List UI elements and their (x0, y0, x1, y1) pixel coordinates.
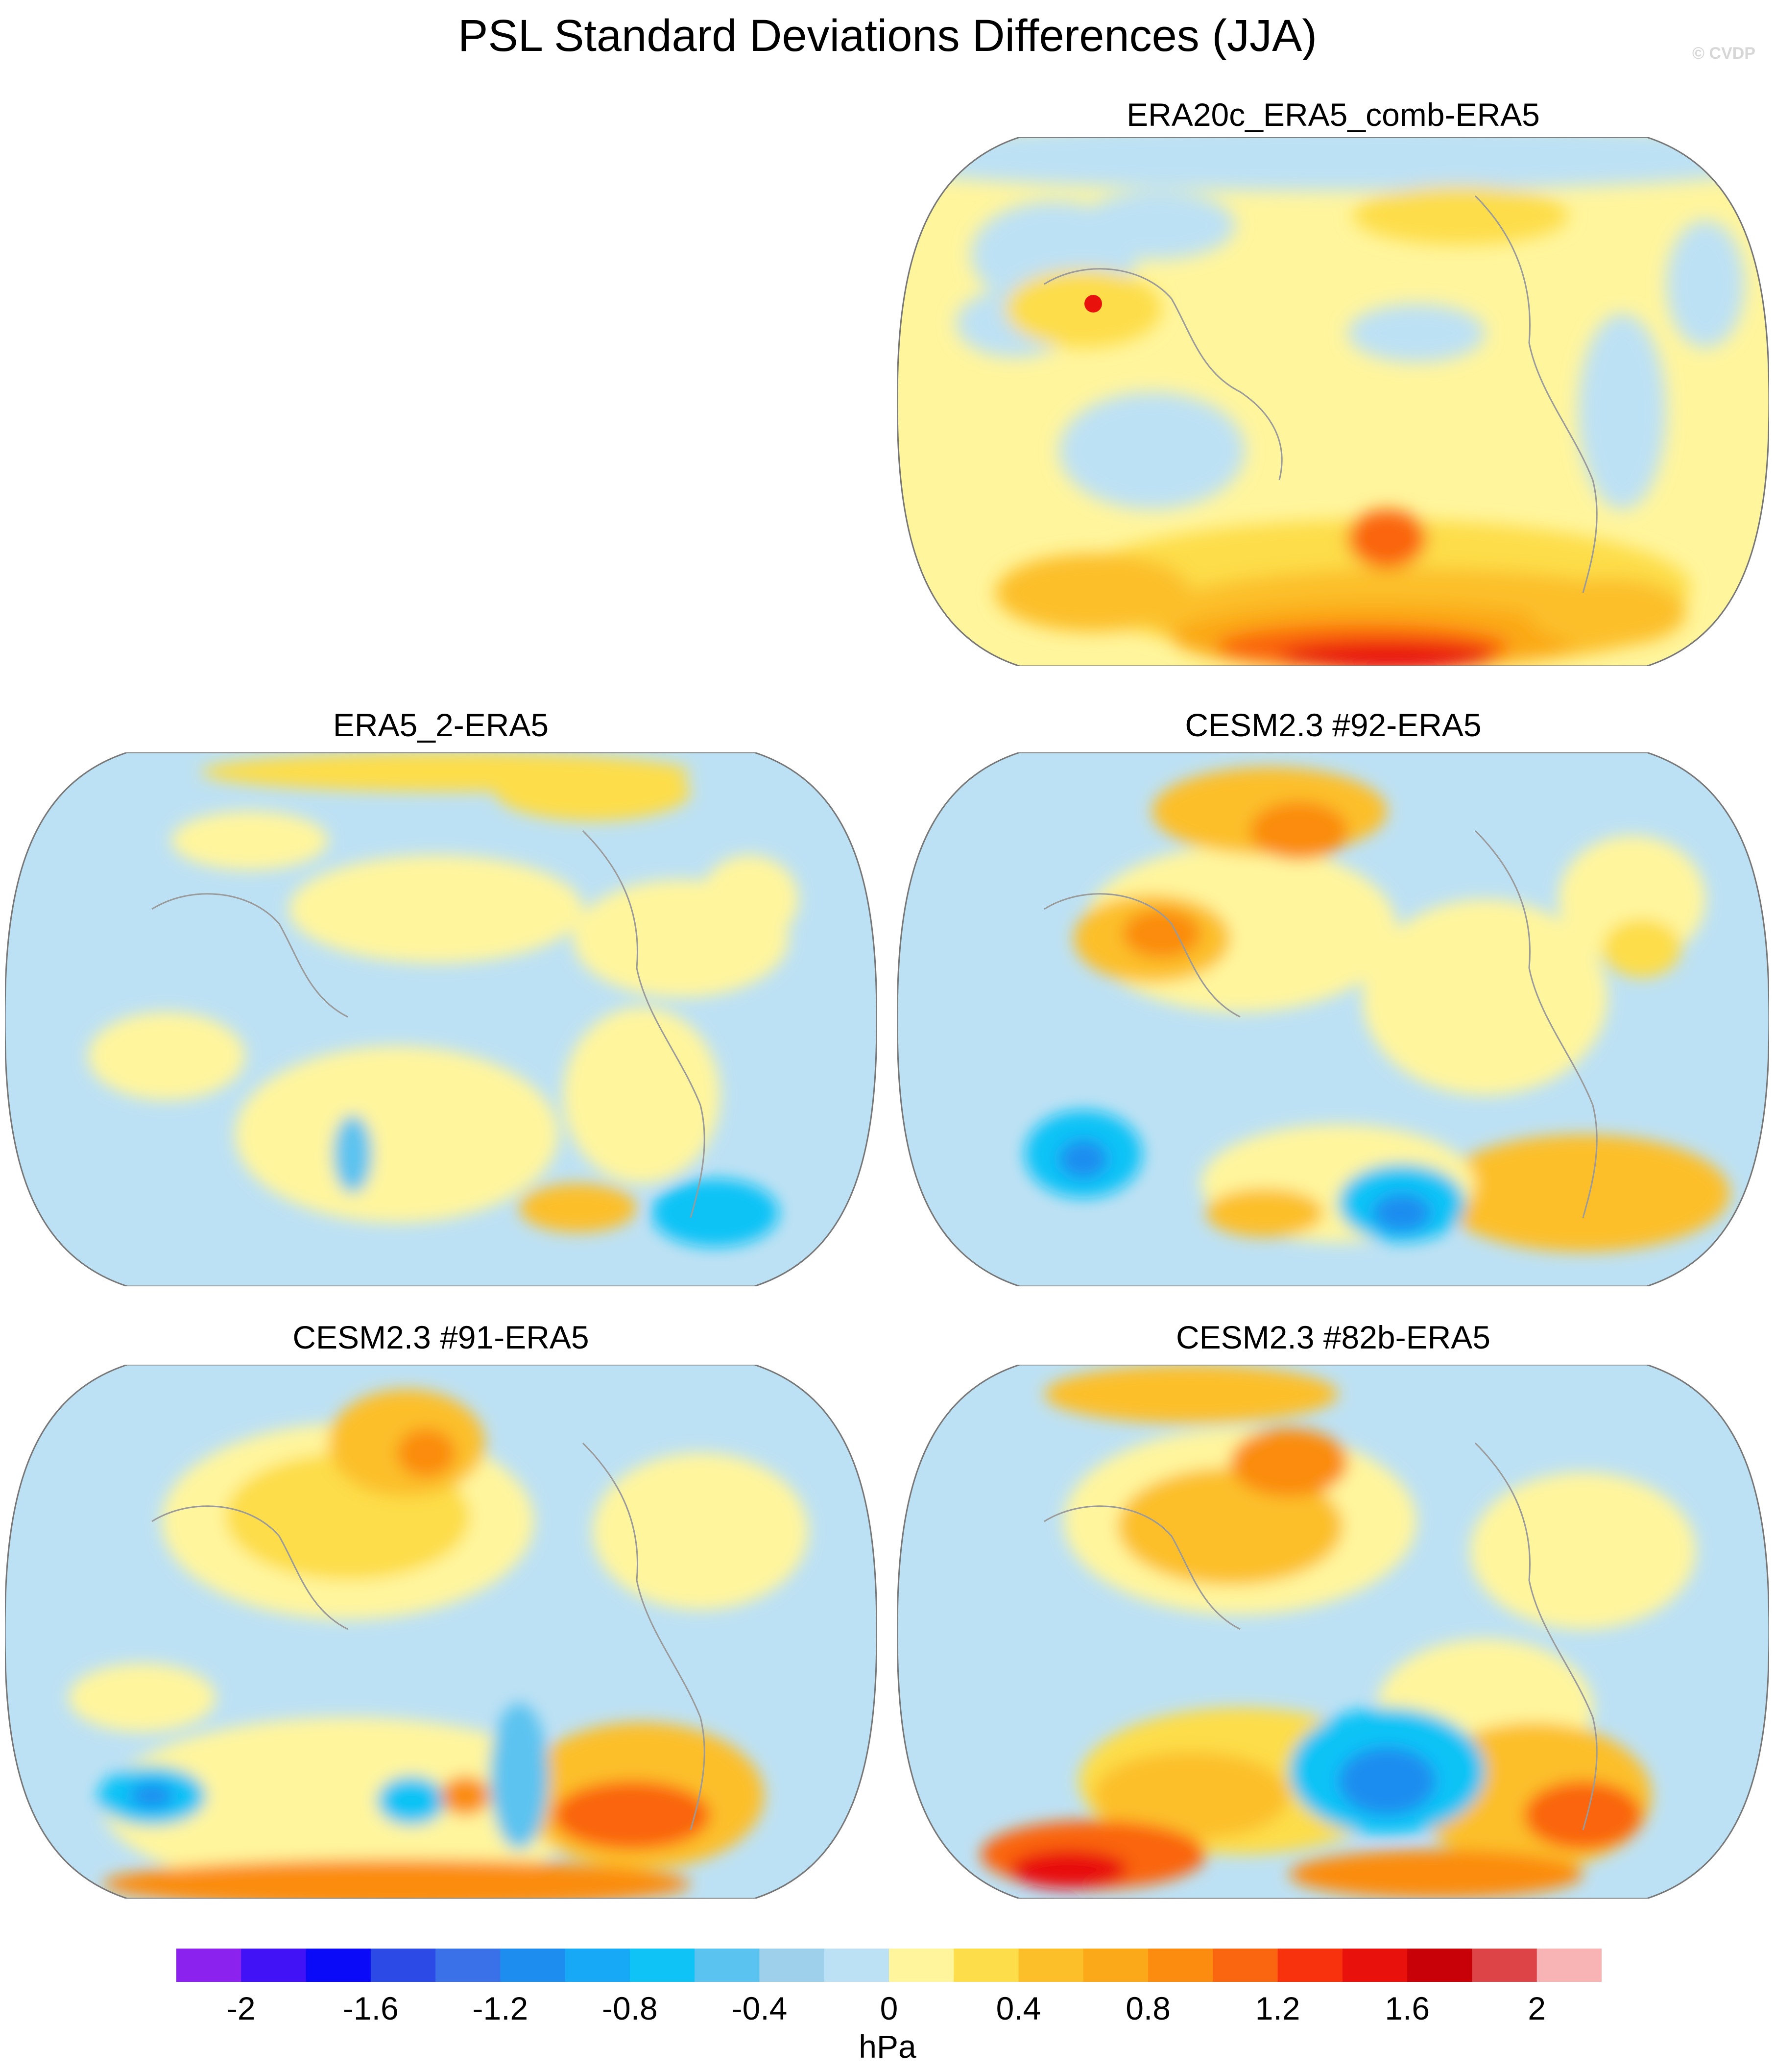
panel-title: CESM2.3 #91-ERA5 (292, 1319, 589, 1355)
colorbar-swatch (1342, 1949, 1408, 1982)
map-panel-cesm91: CESM2.3 #91-ERA5 (5, 1313, 877, 1905)
colorbar-tick-label: -0.8 (602, 1990, 658, 2026)
colorbar-tick-label: -2 (226, 1990, 256, 2026)
colorbar-swatch (1148, 1949, 1213, 1982)
panel-title: CESM2.3 #82b-ERA5 (1176, 1319, 1490, 1355)
colorbar-tick-label: -0.4 (731, 1990, 788, 2026)
colorbar-swatch (1407, 1949, 1472, 1982)
panel-title: CESM2.3 #92-ERA5 (1185, 707, 1482, 743)
map-panel-era5-2: ERA5_2-ERA5 (5, 700, 877, 1293)
colorbar-swatches (176, 1949, 1602, 1982)
robinson-map (897, 1365, 1769, 1899)
panel-title: ERA20c_ERA5_comb-ERA5 (1127, 96, 1540, 133)
colorbar-swatch (435, 1949, 501, 1982)
colorbar (176, 1949, 1602, 1982)
colorbar-tick-label: -1.6 (342, 1990, 399, 2026)
figure-title: PSL Standard Deviations Differences (JJA… (458, 11, 1317, 61)
colorbar-swatch (306, 1949, 371, 1982)
colorbar-swatch (1277, 1949, 1343, 1982)
robinson-map (5, 1365, 877, 1899)
colorbar-tick-label: 1.2 (1255, 1990, 1300, 2026)
colorbar-tick-label: 1.6 (1385, 1990, 1430, 2026)
map-panel-cesm92: CESM2.3 #92-ERA5 (897, 700, 1769, 1293)
colorbar-swatch (1083, 1949, 1149, 1982)
colorbar-swatch (241, 1949, 307, 1982)
map-panel-cesm82b: CESM2.3 #82b-ERA5 (897, 1313, 1769, 1905)
colorbar-tick-label: 0.4 (996, 1990, 1041, 2026)
colorbar-swatch (1472, 1949, 1537, 1982)
colorbar-swatch (1213, 1949, 1278, 1982)
colorbar-units: hPa (859, 2028, 916, 2065)
robinson-map (897, 752, 1769, 1286)
colorbar-swatch (176, 1949, 241, 1982)
robinson-map (897, 137, 1769, 666)
colorbar-swatch (370, 1949, 436, 1982)
colorbar-swatch (954, 1949, 1019, 1982)
colorbar-swatch (1018, 1949, 1084, 1982)
colorbar-swatch (759, 1949, 825, 1982)
cvdp-watermark: © CVDP (1692, 44, 1755, 63)
colorbar-tick-label: 0.8 (1126, 1990, 1171, 2026)
colorbar-swatch (629, 1949, 695, 1982)
colorbar-swatch (500, 1949, 566, 1982)
colorbar-swatch (824, 1949, 889, 1982)
colorbar-tick-label: 2 (1528, 1990, 1546, 2026)
colorbar-swatch (1536, 1949, 1602, 1982)
colorbar-swatch (889, 1949, 954, 1982)
robinson-map (5, 752, 877, 1286)
colorbar-swatch (565, 1949, 630, 1982)
map-panel-era20c: ERA20c_ERA5_comb-ERA5 (897, 88, 1769, 666)
colorbar-tick-labels: -2 -1.6 -1.2 -0.8 -0.4 0 0.4 0.8 1.2 1.6 2 (176, 1989, 1602, 2033)
colorbar-swatch (695, 1949, 760, 1982)
panel-title: ERA5_2-ERA5 (333, 707, 549, 743)
colorbar-tick-label: 0 (880, 1990, 898, 2026)
colorbar-tick-label: -1.2 (472, 1990, 528, 2026)
